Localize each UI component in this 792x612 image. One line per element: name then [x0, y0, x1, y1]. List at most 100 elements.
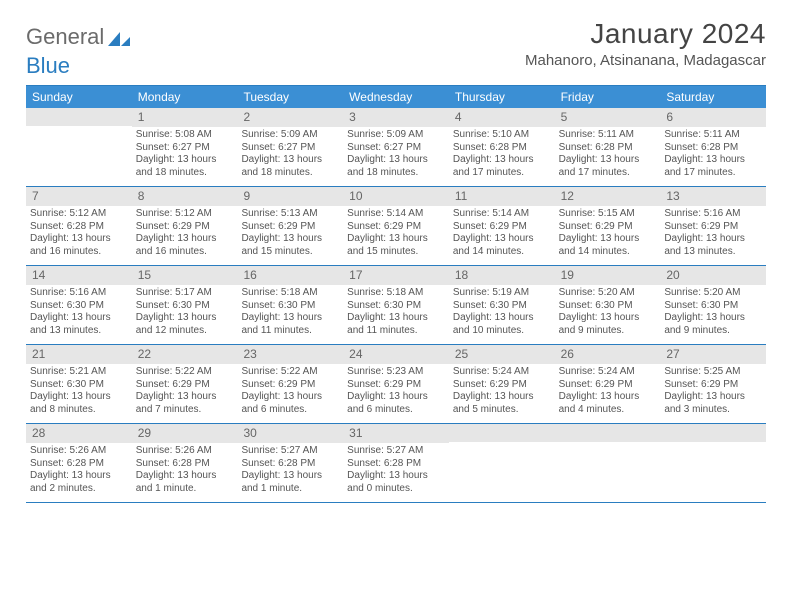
calendar-day: 23Sunrise: 5:22 AMSunset: 6:29 PMDayligh… [237, 345, 343, 423]
sunrise-line: Sunrise: 5:24 AM [453, 366, 551, 379]
daylight-line: Daylight: 13 hours and 18 minutes. [347, 154, 445, 179]
daylight-line: Daylight: 13 hours and 14 minutes. [559, 233, 657, 258]
sunset-line: Sunset: 6:29 PM [453, 221, 551, 234]
calendar-day: 6Sunrise: 5:11 AMSunset: 6:28 PMDaylight… [660, 108, 766, 186]
day-details: Sunrise: 5:12 AMSunset: 6:28 PMDaylight:… [26, 206, 132, 262]
calendar-day: 17Sunrise: 5:18 AMSunset: 6:30 PMDayligh… [343, 266, 449, 344]
day-details: Sunrise: 5:24 AMSunset: 6:29 PMDaylight:… [449, 364, 555, 420]
day-number: 14 [26, 266, 132, 285]
sunset-line: Sunset: 6:29 PM [664, 221, 762, 234]
calendar-day: 18Sunrise: 5:19 AMSunset: 6:30 PMDayligh… [449, 266, 555, 344]
day-number: 26 [555, 345, 661, 364]
day-number: 8 [132, 187, 238, 206]
daylight-line: Daylight: 13 hours and 13 minutes. [30, 312, 128, 337]
weekday-header: Friday [555, 86, 661, 108]
day-details: Sunrise: 5:24 AMSunset: 6:29 PMDaylight:… [555, 364, 661, 420]
calendar-day: 9Sunrise: 5:13 AMSunset: 6:29 PMDaylight… [237, 187, 343, 265]
day-details: Sunrise: 5:13 AMSunset: 6:29 PMDaylight:… [237, 206, 343, 262]
daylight-line: Daylight: 13 hours and 17 minutes. [453, 154, 551, 179]
day-details: Sunrise: 5:11 AMSunset: 6:28 PMDaylight:… [660, 127, 766, 183]
day-number: 12 [555, 187, 661, 206]
daylight-line: Daylight: 13 hours and 1 minute. [136, 470, 234, 495]
calendar-day: 29Sunrise: 5:26 AMSunset: 6:28 PMDayligh… [132, 424, 238, 502]
sunrise-line: Sunrise: 5:18 AM [241, 287, 339, 300]
day-details: Sunrise: 5:16 AMSunset: 6:30 PMDaylight:… [26, 285, 132, 341]
day-details: Sunrise: 5:26 AMSunset: 6:28 PMDaylight:… [26, 443, 132, 499]
calendar-day: 16Sunrise: 5:18 AMSunset: 6:30 PMDayligh… [237, 266, 343, 344]
day-number: 1 [132, 108, 238, 127]
calendar-day: 14Sunrise: 5:16 AMSunset: 6:30 PMDayligh… [26, 266, 132, 344]
calendar-day: 1Sunrise: 5:08 AMSunset: 6:27 PMDaylight… [132, 108, 238, 186]
calendar-day: 5Sunrise: 5:11 AMSunset: 6:28 PMDaylight… [555, 108, 661, 186]
day-number [660, 424, 766, 442]
day-number [449, 424, 555, 442]
sunrise-line: Sunrise: 5:11 AM [559, 129, 657, 142]
sunrise-line: Sunrise: 5:14 AM [347, 208, 445, 221]
day-number: 13 [660, 187, 766, 206]
calendar-day: 8 Sunrise: 5:12 AMSunset: 6:29 PMDaylight… [132, 187, 238, 265]
daylight-line: Daylight: 13 hours and 16 minutes. [136, 233, 234, 258]
sunset-line: Sunset: 6:28 PM [30, 221, 128, 234]
sunrise-line: Sunrise: 5:20 AM [559, 287, 657, 300]
sunrise-line: Sunrise: 5:12 AM [136, 208, 234, 221]
day-number [555, 424, 661, 442]
sunrise-line: Sunrise: 5:21 AM [30, 366, 128, 379]
calendar-grid: SundayMondayTuesdayWednesdayThursdayFrid… [26, 85, 766, 503]
sunset-line: Sunset: 6:27 PM [241, 142, 339, 155]
day-details: Sunrise: 5:10 AMSunset: 6:28 PMDaylight:… [449, 127, 555, 183]
sunrise-line: Sunrise: 5:27 AM [241, 445, 339, 458]
sunset-line: Sunset: 6:29 PM [136, 379, 234, 392]
brand-word-2: Blue [26, 53, 70, 79]
day-number: 18 [449, 266, 555, 285]
day-number: 4 [449, 108, 555, 127]
sunset-line: Sunset: 6:29 PM [347, 221, 445, 234]
day-number: 20 [660, 266, 766, 285]
sunrise-line: Sunrise: 5:26 AM [30, 445, 128, 458]
calendar-day: 10Sunrise: 5:14 AMSunset: 6:29 PMDayligh… [343, 187, 449, 265]
calendar-week: 7Sunrise: 5:12 AMSunset: 6:28 PMDaylight… [26, 187, 766, 266]
weekday-header: Thursday [449, 86, 555, 108]
daylight-line: Daylight: 13 hours and 11 minutes. [241, 312, 339, 337]
sunset-line: Sunset: 6:27 PM [347, 142, 445, 155]
day-number: 10 [343, 187, 449, 206]
weekday-header: Monday [132, 86, 238, 108]
day-number: 27 [660, 345, 766, 364]
sunset-line: Sunset: 6:29 PM [136, 221, 234, 234]
calendar-day: 31Sunrise: 5:27 AMSunset: 6:28 PMDayligh… [343, 424, 449, 502]
sunset-line: Sunset: 6:29 PM [559, 221, 657, 234]
weekday-header: Sunday [26, 86, 132, 108]
sunset-line: Sunset: 6:28 PM [30, 458, 128, 471]
day-number: 22 [132, 345, 238, 364]
calendar-day: 4Sunrise: 5:10 AMSunset: 6:28 PMDaylight… [449, 108, 555, 186]
day-details: Sunrise: 5:20 AMSunset: 6:30 PMDaylight:… [660, 285, 766, 341]
calendar-day: 11Sunrise: 5:14 AMSunset: 6:29 PMDayligh… [449, 187, 555, 265]
daylight-line: Daylight: 13 hours and 11 minutes. [347, 312, 445, 337]
sunset-line: Sunset: 6:30 PM [559, 300, 657, 313]
sunrise-line: Sunrise: 5:10 AM [453, 129, 551, 142]
daylight-line: Daylight: 13 hours and 15 minutes. [241, 233, 339, 258]
sunrise-line: Sunrise: 5:09 AM [241, 129, 339, 142]
sunset-line: Sunset: 6:28 PM [664, 142, 762, 155]
month-title: January 2024 [525, 18, 766, 50]
day-number: 29 [132, 424, 238, 443]
sunrise-line: Sunrise: 5:27 AM [347, 445, 445, 458]
day-details: Sunrise: 5:22 AMSunset: 6:29 PMDaylight:… [132, 364, 238, 420]
calendar-day-empty [660, 424, 766, 502]
sunrise-line: Sunrise: 5:15 AM [559, 208, 657, 221]
sunrise-line: Sunrise: 5:12 AM [30, 208, 128, 221]
daylight-line: Daylight: 13 hours and 9 minutes. [664, 312, 762, 337]
sunset-line: Sunset: 6:28 PM [136, 458, 234, 471]
calendar-week: 28Sunrise: 5:26 AMSunset: 6:28 PMDayligh… [26, 424, 766, 503]
calendar-day: 27Sunrise: 5:25 AMSunset: 6:29 PMDayligh… [660, 345, 766, 423]
daylight-line: Daylight: 13 hours and 18 minutes. [136, 154, 234, 179]
sunrise-line: Sunrise: 5:11 AM [664, 129, 762, 142]
calendar-day: 7Sunrise: 5:12 AMSunset: 6:28 PMDaylight… [26, 187, 132, 265]
day-details: Sunrise: 5:18 AMSunset: 6:30 PMDaylight:… [237, 285, 343, 341]
calendar-day: 15Sunrise: 5:17 AMSunset: 6:30 PMDayligh… [132, 266, 238, 344]
calendar-day: 30Sunrise: 5:27 AMSunset: 6:28 PMDayligh… [237, 424, 343, 502]
calendar-day: 2Sunrise: 5:09 AMSunset: 6:27 PMDaylight… [237, 108, 343, 186]
sunrise-line: Sunrise: 5:22 AM [241, 366, 339, 379]
day-details: Sunrise: 5:14 AMSunset: 6:29 PMDaylight:… [449, 206, 555, 262]
day-number: 31 [343, 424, 449, 443]
brand-logo: General [26, 18, 132, 50]
